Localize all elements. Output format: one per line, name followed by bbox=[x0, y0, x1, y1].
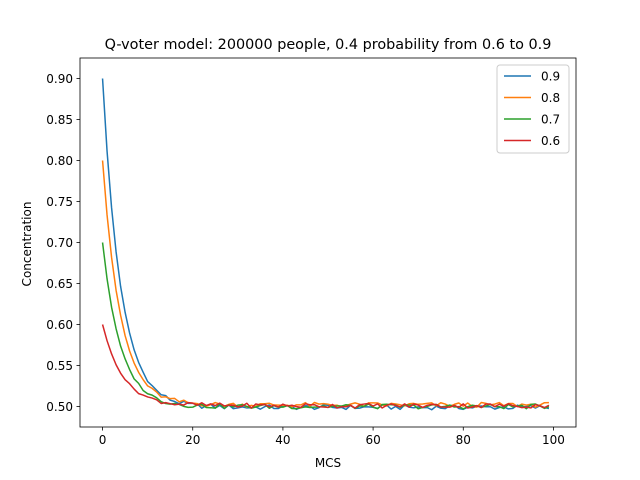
x-tick-label-2: 40 bbox=[275, 433, 290, 447]
y-tick-label-3: 0.65 bbox=[46, 277, 73, 291]
x-tick-label-5: 100 bbox=[542, 433, 565, 447]
y-tick-label-4: 0.70 bbox=[46, 236, 73, 250]
legend-label-0.7: 0.7 bbox=[541, 112, 560, 126]
y-tick-label-0: 0.50 bbox=[46, 400, 73, 414]
y-tick-label-7: 0.85 bbox=[46, 113, 73, 127]
y-tick-label-6: 0.80 bbox=[46, 154, 73, 168]
legend-label-0.8: 0.8 bbox=[541, 91, 560, 105]
x-tick-label-0: 0 bbox=[99, 433, 107, 447]
y-axis-label: Concentration bbox=[20, 202, 34, 287]
y-tick-label-2: 0.60 bbox=[46, 318, 73, 332]
x-axis-label: MCS bbox=[315, 456, 341, 470]
legend-label-0.9: 0.9 bbox=[541, 69, 560, 83]
chart-title: Q-voter model: 200000 people, 0.4 probab… bbox=[105, 37, 552, 53]
axes-frame bbox=[79, 57, 577, 428]
y-tick-label-1: 0.55 bbox=[46, 359, 73, 373]
x-tick-label-4: 80 bbox=[456, 433, 471, 447]
series-line-0.6 bbox=[101, 324, 550, 409]
x-tick-label-3: 60 bbox=[365, 433, 380, 447]
y-tick-label-5: 0.75 bbox=[46, 195, 73, 209]
y-tick-label-8: 0.90 bbox=[46, 72, 73, 86]
legend-label-0.6: 0.6 bbox=[541, 134, 560, 148]
legend-box bbox=[496, 64, 570, 154]
plot-area: 0 20 40 60 80 1000.500.550.600.650.700.750.80… bbox=[46, 57, 577, 447]
x-tick-label-1: 20 bbox=[185, 433, 200, 447]
